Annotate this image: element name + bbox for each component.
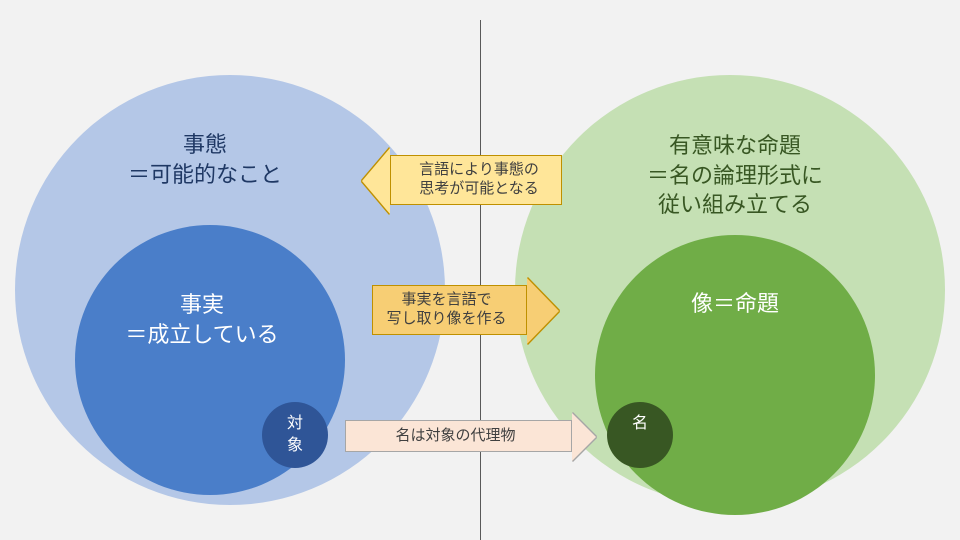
arrow-top-text: 言語により事態の 思考が可能となる xyxy=(419,161,539,199)
arrow-mid: 事実を言語で 写し取り像を作る xyxy=(372,285,527,335)
center-divider xyxy=(480,20,481,540)
arrow-bottom-head xyxy=(572,413,596,461)
arrow-bottom-text: 名は対象の代理物 xyxy=(395,427,515,446)
left-mid-label: 事実 ＝成立している xyxy=(52,290,352,349)
arrow-mid-head xyxy=(527,278,559,344)
right-small-circle xyxy=(607,402,673,468)
right-mid-label: 像＝命題 xyxy=(585,289,885,319)
left-small-label: 対 象 xyxy=(245,413,345,456)
diagram-stage: 事態 ＝可能的なこと 事実 ＝成立している 対 象 有意味な命題 ＝名の論理形式… xyxy=(0,0,960,540)
arrow-mid-text: 事実を言語で 写し取り像を作る xyxy=(386,291,506,329)
left-outer-label: 事態 ＝可能的なこと xyxy=(55,130,355,189)
arrow-top: 言語により事態の 思考が可能となる xyxy=(390,155,562,205)
right-small-label: 名 xyxy=(590,413,690,435)
right-mid-circle xyxy=(595,235,875,515)
arrow-top-head xyxy=(362,148,390,214)
right-outer-label: 有意味な命題 ＝名の論理形式に 従い組み立てる xyxy=(585,131,885,220)
arrow-bottom: 名は対象の代理物 xyxy=(345,420,572,452)
